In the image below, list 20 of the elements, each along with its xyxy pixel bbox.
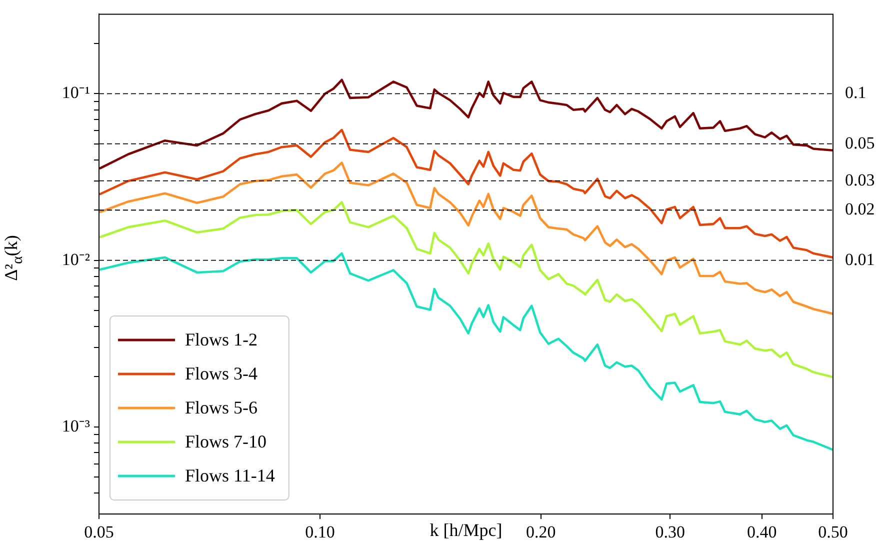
x-tick-label: 0.20 [526,522,556,542]
ref-line-label: 0.03 [845,170,875,190]
x-tick-label: 0.50 [818,522,848,542]
x-tick-label: 0.10 [305,522,335,542]
legend-label: Flows 3-4 [185,364,258,384]
ref-line-label: 0.1 [845,83,866,102]
legend-label: Flows 5-6 [185,398,258,418]
legend-label: Flows 11-14 [185,466,275,486]
x-axis-title: k [h/Mpc] [430,520,502,540]
ref-line-label: 0.01 [845,250,875,269]
y-tick-label: 10⁻¹ [62,83,90,102]
x-tick-label: 0.30 [655,522,686,542]
y-tick-label: 10⁻² [62,250,90,269]
legend-label: Flows 7-10 [185,432,267,452]
ref-line-label: 0.05 [845,133,875,152]
x-tick-label: 0.40 [746,522,777,542]
y-tick-label: 10⁻³ [62,416,90,436]
ref-line-label: 0.02 [845,200,875,219]
legend-label: Flows 1-2 [185,330,258,350]
x-tick-label: 0.05 [84,522,114,542]
